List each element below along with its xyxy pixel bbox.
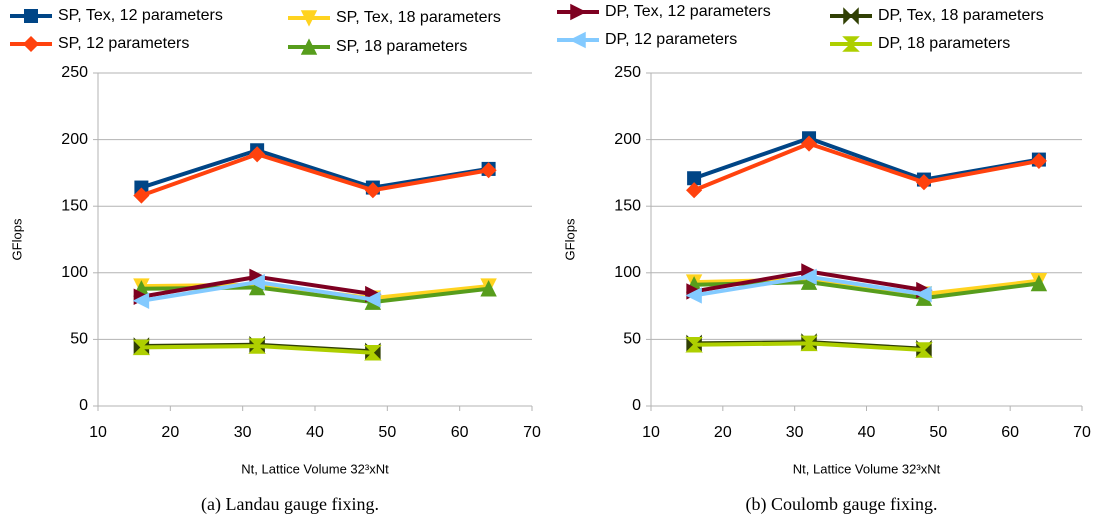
x-tick-label: 40 (858, 424, 876, 441)
marker (1030, 152, 1047, 169)
marker (480, 162, 497, 179)
x-tick-label: 50 (378, 424, 396, 441)
x-tick-label: 60 (451, 424, 469, 441)
y-axis-label: GFlops (562, 218, 577, 260)
marker (915, 342, 933, 358)
marker (480, 280, 497, 297)
series-line (693, 141, 1040, 193)
x-tick-label: 60 (1001, 424, 1019, 441)
y-tick-label: 200 (61, 131, 88, 148)
legend-label: DP, 18 parameters (878, 35, 1010, 52)
legend-marker (842, 36, 860, 52)
y-tick-label: 100 (614, 264, 641, 281)
legend-marker (300, 10, 318, 27)
marker (685, 287, 702, 304)
marker (133, 187, 150, 204)
marker (1030, 274, 1048, 292)
marker (249, 146, 266, 163)
marker (686, 182, 703, 199)
y-tick-label: 50 (623, 331, 641, 348)
y-tick-label: 200 (614, 131, 641, 148)
x-tick-label: 10 (642, 424, 660, 441)
marker (800, 135, 818, 152)
series-line (693, 136, 1040, 182)
series-line (140, 148, 489, 190)
marker (800, 335, 818, 352)
legend-marker (843, 7, 859, 25)
x-tick-label: 30 (786, 424, 804, 441)
marker (132, 292, 150, 309)
legend-label: SP, 18 parameters (336, 38, 467, 55)
x-tick-label: 70 (1073, 424, 1091, 441)
legend-label: DP, Tex, 12 parameters (605, 3, 771, 20)
y-tick-label: 0 (79, 397, 88, 414)
marker (685, 336, 703, 353)
marker (364, 182, 381, 199)
marker (800, 268, 817, 286)
caption: (b) Coulomb gauge fixing. (746, 494, 938, 515)
legend-label: DP, 12 parameters (605, 31, 737, 48)
legend-marker (569, 31, 586, 49)
x-tick-label: 70 (523, 424, 541, 441)
x-tick-label: 20 (161, 424, 179, 441)
y-tick-label: 250 (614, 64, 641, 81)
series-line (140, 152, 489, 198)
legend-label: DP, Tex, 18 parameters (878, 7, 1044, 24)
y-tick-label: 0 (632, 397, 641, 414)
marker (248, 338, 266, 354)
caption: (a) Landau gauge fixing. (201, 494, 379, 515)
x-tick-label: 20 (714, 424, 732, 441)
marker (364, 344, 382, 361)
marker (132, 339, 151, 356)
legend-marker (24, 9, 38, 23)
x-axis-label: Nt, Lattice Volume 32³xNt (241, 461, 389, 476)
legend-label: SP, 12 parameters (58, 35, 189, 52)
legend-marker (300, 38, 318, 55)
x-tick-label: 50 (929, 424, 947, 441)
legend-marker (570, 3, 587, 21)
legend-marker (22, 35, 40, 53)
y-tick-label: 250 (61, 64, 88, 81)
legend-label: SP, Tex, 12 parameters (58, 7, 223, 24)
marker (915, 174, 933, 191)
y-axis-label: GFlops (9, 218, 24, 260)
marker (364, 291, 381, 308)
y-tick-label: 150 (61, 197, 88, 214)
y-tick-label: 150 (614, 197, 641, 214)
x-tick-label: 40 (306, 424, 324, 441)
y-tick-label: 50 (70, 331, 88, 348)
marker (248, 273, 265, 291)
x-tick-label: 30 (234, 424, 252, 441)
legend-label: SP, Tex, 18 parameters (336, 9, 501, 26)
x-axis-label: Nt, Lattice Volume 32³xNt (793, 461, 941, 476)
marker (915, 285, 932, 303)
marker (687, 171, 702, 186)
x-tick-label: 10 (89, 424, 107, 441)
y-tick-label: 100 (61, 264, 88, 281)
